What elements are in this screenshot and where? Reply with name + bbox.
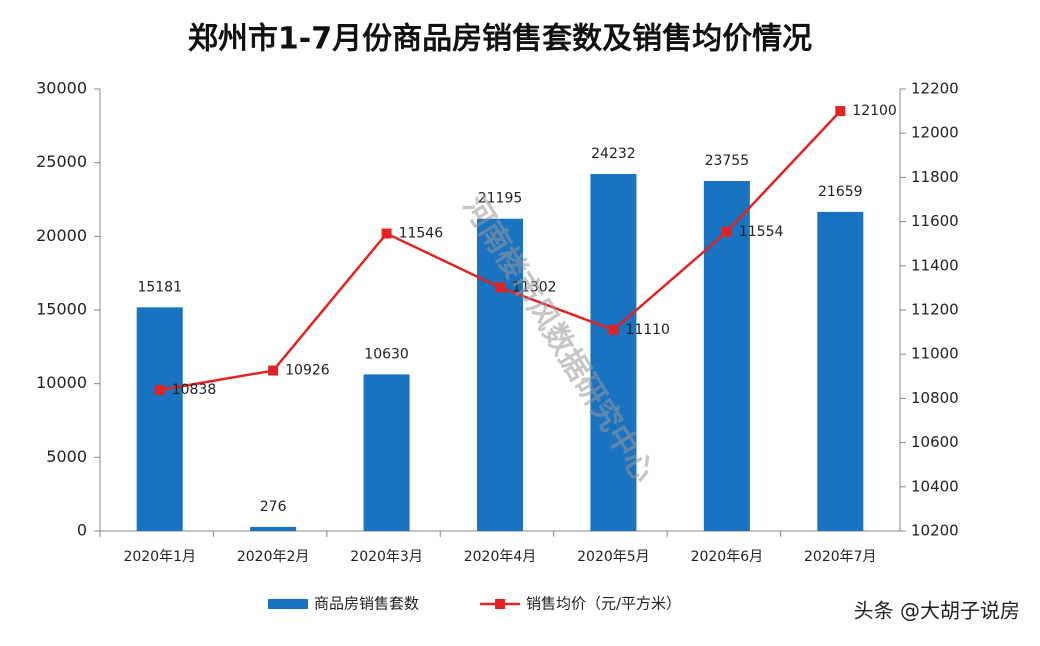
bar [250, 526, 297, 531]
x-tick-label: 2020年3月 [350, 549, 423, 565]
y2-tick-label: 11600 [911, 212, 959, 230]
y2-tick-label: 11200 [911, 301, 959, 319]
bar-value-label: 21195 [478, 191, 523, 207]
y-tick-label: 15000 [36, 300, 87, 319]
bar [703, 181, 750, 531]
y-tick-label: 25000 [36, 152, 87, 171]
bar-value-label: 21659 [818, 184, 863, 200]
y-tick-label: 30000 [36, 79, 87, 98]
line-marker [268, 365, 279, 376]
line-value-label: 10926 [285, 363, 330, 379]
line-marker [835, 106, 846, 117]
line-value-label: 12100 [852, 103, 897, 119]
line-value-label: 11110 [625, 322, 670, 338]
x-tick-label: 2020年1月 [123, 549, 196, 565]
bar-value-label: 10630 [364, 346, 409, 362]
bar-value-label: 15181 [137, 279, 182, 295]
chart-title: 郑州市1-7月份商品房销售套数及销售均价情况 [188, 22, 812, 57]
line-marker [381, 228, 392, 239]
x-tick-label: 2020年5月 [577, 549, 650, 565]
bar-value-label: 276 [260, 499, 287, 515]
line-marker [721, 226, 732, 237]
y-tick-label: 0 [77, 521, 87, 540]
y2-tick-label: 10600 [911, 433, 959, 451]
legend-marker [495, 599, 505, 609]
y2-tick-label: 10200 [911, 522, 959, 540]
bar [477, 218, 523, 532]
line-marker [495, 282, 505, 293]
line-value-label: 11546 [399, 226, 444, 242]
bar [363, 374, 410, 531]
y2-tick-label: 11400 [911, 256, 959, 274]
legend-label: 商品房销售套数 [314, 595, 419, 613]
y2-tick-label: 11000 [911, 345, 959, 363]
bar-value-label: 24232 [591, 146, 636, 162]
line-value-label: 11302 [512, 279, 557, 295]
y-tick-label: 5000 [46, 447, 87, 466]
y2-tick-label: 10800 [911, 389, 959, 407]
x-tick-label: 2020年6月 [691, 549, 764, 565]
legend-swatch [268, 599, 308, 609]
bar [590, 173, 637, 531]
x-tick-label: 2020年7月 [804, 549, 877, 565]
x-tick-label: 2020年4月 [464, 549, 537, 565]
bar [136, 307, 183, 531]
legend-label: 销售均价（元/平方米） [526, 595, 681, 613]
y-tick-label: 20000 [36, 226, 87, 245]
line-value-label: 10838 [172, 382, 217, 398]
line-marker [154, 385, 165, 396]
y2-tick-label: 10400 [911, 477, 959, 495]
bar-value-label: 23755 [705, 153, 750, 169]
credit: 头条 @大胡子说房 [854, 599, 1020, 623]
y2-tick-label: 11800 [911, 168, 959, 186]
bar [817, 211, 864, 531]
x-tick-label: 2020年2月 [237, 549, 310, 565]
y-tick-label: 10000 [36, 373, 87, 392]
y2-tick-label: 12200 [911, 80, 959, 98]
line-marker [608, 324, 619, 335]
line-value-label: 11554 [739, 224, 784, 240]
y2-tick-label: 12000 [911, 124, 959, 142]
